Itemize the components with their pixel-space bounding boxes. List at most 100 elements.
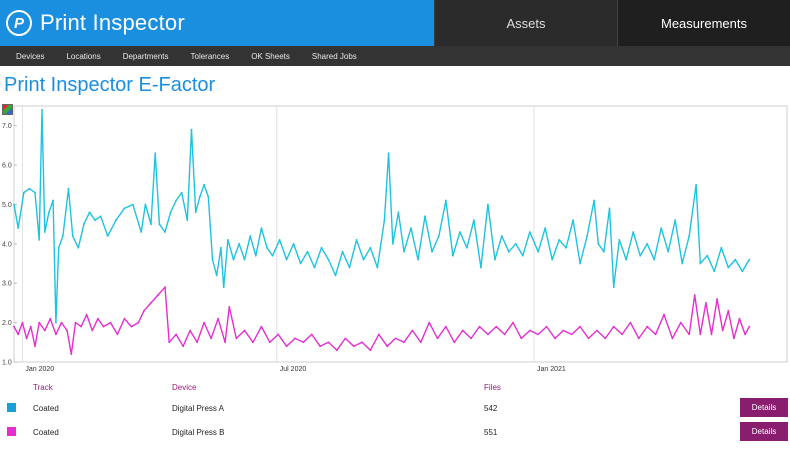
data-point	[249, 235, 252, 237]
data-point	[369, 246, 372, 249]
data-point	[520, 337, 523, 340]
data-point	[320, 246, 323, 249]
subnav-locations[interactable]: Locations	[66, 51, 101, 61]
data-point	[22, 191, 25, 194]
data-point	[369, 349, 372, 352]
data-point	[164, 286, 166, 289]
data-point	[688, 333, 691, 336]
data-point	[88, 211, 91, 214]
data-point	[254, 254, 257, 257]
data-point	[115, 219, 117, 222]
brand[interactable]: P Print Inspector	[0, 0, 434, 46]
data-point	[597, 242, 600, 245]
data-point	[243, 258, 246, 261]
data-point	[596, 329, 598, 332]
data-point	[629, 321, 632, 324]
data-point	[123, 207, 126, 210]
data-point	[695, 183, 697, 186]
data-point	[679, 321, 682, 324]
subnav-departments[interactable]: Departments	[122, 51, 169, 61]
data-point	[222, 286, 225, 289]
print-inspector-logo-icon: P	[6, 10, 32, 36]
data-point	[341, 250, 344, 253]
data-point	[55, 321, 57, 324]
data-point	[85, 313, 88, 316]
data-point	[632, 231, 635, 233]
data-point	[299, 262, 302, 265]
x-tick-label: Jan 2021	[537, 366, 566, 373]
data-point	[699, 333, 702, 336]
data-point	[693, 294, 696, 296]
data-point	[41, 109, 43, 111]
data-point	[175, 333, 178, 336]
x-tick-label: Jan 2020	[25, 366, 54, 373]
data-point	[294, 337, 296, 340]
data-point	[436, 337, 439, 340]
data-point	[102, 325, 105, 328]
data-point	[562, 329, 565, 332]
data-point	[302, 341, 305, 344]
subnav-devices[interactable]: Devices	[16, 51, 45, 61]
data-point	[285, 345, 288, 348]
data-point	[83, 223, 85, 226]
data-point	[453, 341, 456, 344]
data-point	[625, 258, 628, 261]
data-point	[551, 258, 554, 261]
file-count: 551	[484, 428, 498, 437]
data-point	[362, 258, 365, 261]
data-point	[327, 258, 330, 261]
data-point	[137, 321, 140, 324]
data-point	[344, 337, 347, 340]
data-point	[55, 333, 57, 336]
data-point	[352, 345, 355, 348]
data-point	[164, 231, 166, 233]
data-point	[38, 321, 41, 324]
data-point	[21, 321, 24, 324]
tab-measurements[interactable]: Measurements	[617, 0, 790, 46]
data-point	[654, 333, 657, 336]
data-point	[34, 345, 36, 348]
data-point	[66, 329, 68, 332]
data-point	[224, 341, 227, 344]
y-tick-label: 3.0	[2, 281, 12, 288]
data-point	[403, 250, 405, 253]
subnav-shared-jobs[interactable]: Shared Jobs	[311, 51, 357, 61]
x-tick-label: Jul 2020	[280, 366, 307, 373]
data-point	[470, 337, 472, 340]
details-button[interactable]: Details	[740, 422, 788, 441]
data-point	[34, 191, 36, 194]
data-point	[537, 333, 540, 336]
data-point	[334, 274, 337, 277]
data-point	[424, 215, 426, 218]
data-point	[512, 321, 514, 324]
data-point	[744, 333, 746, 336]
data-point	[674, 219, 677, 222]
data-point	[194, 211, 197, 214]
data-point	[586, 235, 588, 237]
data-point	[419, 341, 422, 344]
data-point	[507, 250, 510, 253]
data-point	[71, 235, 74, 237]
data-point	[734, 258, 737, 261]
subnav-ok-sheets[interactable]: OK Sheets	[251, 51, 290, 61]
data-point	[260, 325, 263, 328]
tab-assets[interactable]: Assets	[434, 0, 617, 46]
data-point	[48, 211, 50, 214]
e-factor-chart-svg[interactable]: Jan 2020 Jul 2020 Jan 2021 1.0 2.0 3.0 4.0 5.0 6…	[0, 102, 790, 374]
data-point	[387, 152, 390, 155]
data-point	[140, 231, 143, 233]
data-point	[130, 325, 133, 328]
details-button[interactable]: Details	[740, 398, 788, 417]
chart-menu-icon[interactable]	[2, 104, 13, 115]
data-point	[235, 337, 238, 340]
data-point	[727, 309, 730, 312]
data-point	[154, 152, 157, 155]
subnav-tolerances[interactable]: Tolerances	[190, 51, 230, 61]
data-point	[70, 353, 73, 355]
data-point	[97, 317, 99, 320]
data-point	[438, 235, 440, 237]
data-point	[537, 250, 540, 253]
data-point	[220, 246, 222, 249]
y-tick-label: 1.0	[2, 360, 12, 367]
series-line-press-b	[13, 286, 750, 355]
